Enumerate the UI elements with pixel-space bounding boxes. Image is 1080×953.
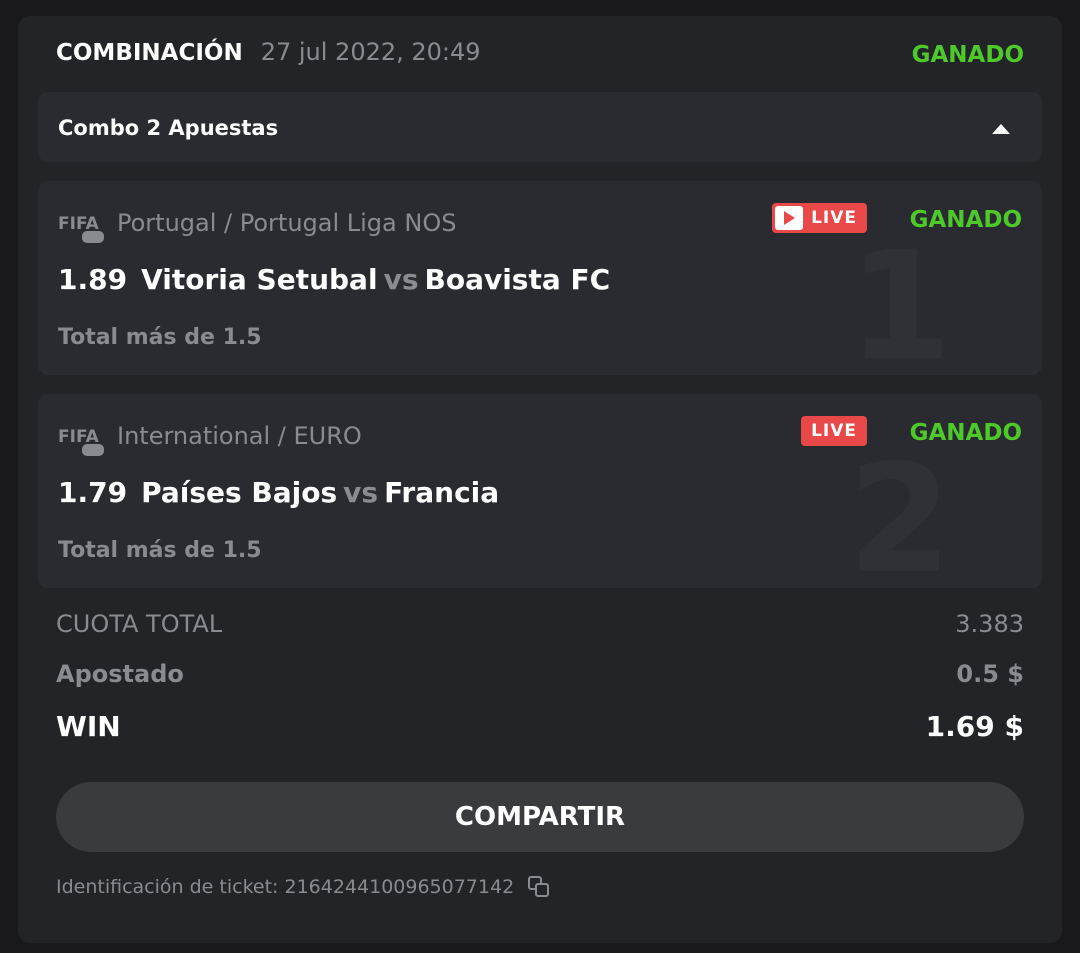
- bet-index: 1: [847, 220, 952, 375]
- staked-value: 0.5 $: [956, 660, 1024, 688]
- bet-type: COMBINACIÓN: [56, 40, 243, 66]
- bet-status: GANADO: [909, 207, 1022, 233]
- win-row: WIN 1.69 $: [56, 710, 1024, 743]
- vs: vs: [343, 476, 379, 509]
- match: 1.89 Vitoria Setubal vs Boavista FC: [58, 263, 610, 296]
- svg-text:FIFA: FIFA: [58, 427, 100, 447]
- caret-up-icon: [992, 124, 1010, 134]
- market: Total más de 1.5: [58, 538, 262, 563]
- home-team: Vitoria Setubal: [141, 263, 378, 296]
- combo-label: Combo 2 Apuestas: [58, 116, 279, 140]
- ticket-header: COMBINACIÓN 27 jul 2022, 20:49: [56, 38, 481, 66]
- share-button[interactable]: COMPARTIR: [56, 782, 1024, 852]
- copy-icon[interactable]: [528, 876, 550, 898]
- fifa-game-icon: FIFA: [58, 214, 104, 243]
- home-team: Países Bajos: [141, 476, 338, 509]
- fifa-game-icon: FIFA: [58, 427, 104, 456]
- odd: 1.89: [58, 263, 128, 296]
- win-label: WIN: [56, 710, 121, 743]
- away-team: Boavista FC: [424, 263, 611, 296]
- win-value: 1.69 $: [925, 710, 1024, 743]
- vs: vs: [383, 263, 419, 296]
- league-name: Portugal / Portugal Liga NOS: [117, 209, 457, 237]
- total-odds-row: CUOTA TOTAL 3.383: [56, 610, 1024, 638]
- bet-index: 2: [847, 433, 952, 588]
- bet-item: 1 FIFA Portugal / Portugal Liga NOS LIVE…: [38, 181, 1042, 375]
- total-odds-label: CUOTA TOTAL: [56, 610, 223, 638]
- combo-toggle[interactable]: Combo 2 Apuestas: [38, 92, 1042, 162]
- bet-date: 27 jul 2022, 20:49: [260, 38, 481, 66]
- bet-status: GANADO: [909, 420, 1022, 446]
- staked-label: Apostado: [56, 660, 184, 688]
- play-icon: [775, 206, 804, 230]
- away-team: Francia: [384, 476, 500, 509]
- live-badge: LIVE: [801, 416, 867, 446]
- svg-text:FIFA: FIFA: [58, 214, 100, 234]
- match: 1.79 Países Bajos vs Francia: [58, 476, 499, 509]
- total-odds-value: 3.383: [955, 610, 1024, 638]
- bet-ticket-card: COMBINACIÓN 27 jul 2022, 20:49 GANADO Co…: [18, 16, 1062, 943]
- bet-item: 2 FIFA International / EURO LIVE GANADO …: [38, 394, 1042, 588]
- odd: 1.79: [58, 476, 128, 509]
- market: Total más de 1.5: [58, 325, 262, 350]
- live-label: LIVE: [811, 208, 857, 228]
- ticket-status: GANADO: [911, 42, 1024, 68]
- ticket-id: Identificación de ticket: 21642441009650…: [56, 876, 550, 898]
- live-badge: LIVE: [772, 203, 867, 233]
- league-name: International / EURO: [117, 422, 362, 450]
- staked-row: Apostado 0.5 $: [56, 660, 1024, 688]
- ticket-id-label: Identificación de ticket: 21642441009650…: [56, 876, 515, 898]
- live-label: LIVE: [811, 421, 857, 441]
